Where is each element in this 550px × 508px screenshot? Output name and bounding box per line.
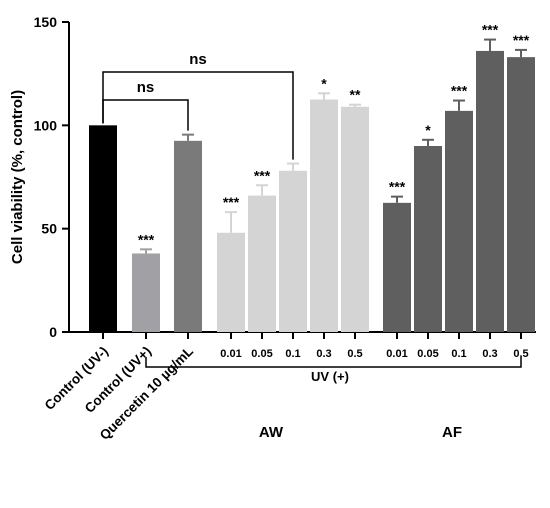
comparison-label: ns <box>189 51 207 68</box>
bars: ************************* <box>89 22 535 339</box>
group-label-af: AF <box>442 424 462 441</box>
uv-bracket <box>145 357 522 368</box>
significance-label: ** <box>350 87 361 103</box>
significance-label: *** <box>482 22 499 38</box>
group-brackets: AW AF UV (+) <box>145 357 522 441</box>
group-label-aw: AW <box>259 424 284 441</box>
y-tick-label: 0 <box>49 324 57 340</box>
y-tick-label: 100 <box>34 117 58 133</box>
comparison-bracket <box>102 71 294 160</box>
concentration-label: 0.1 <box>451 348 466 360</box>
concentration-label: 0.3 <box>482 348 497 360</box>
concentration-label: 0.05 <box>417 348 438 360</box>
y-tick-label: 150 <box>34 14 58 30</box>
significance-label: * <box>321 75 327 91</box>
bar <box>248 195 276 332</box>
significance-label: *** <box>451 83 468 99</box>
bar <box>174 140 202 332</box>
concentration-label: 0.5 <box>513 348 528 360</box>
bar <box>414 146 442 332</box>
comparison-brackets: ns ns <box>102 51 294 160</box>
significance-label: *** <box>223 194 240 210</box>
bar <box>217 232 245 332</box>
y-axis-label: Cell viability (%, control) <box>9 90 26 264</box>
bar <box>310 99 338 332</box>
significance-label: * <box>425 122 431 138</box>
bar <box>132 253 160 332</box>
significance-label: *** <box>254 167 271 183</box>
comparison-label: ns <box>137 79 155 96</box>
uv-label: UV (+) <box>311 369 349 384</box>
bar <box>383 202 411 332</box>
concentration-label: 0.3 <box>316 348 331 360</box>
y-tick-label: 50 <box>41 221 57 237</box>
concentration-label: 0.5 <box>347 348 362 360</box>
bar <box>476 50 504 332</box>
bar <box>507 57 535 333</box>
concentration-label: 0.01 <box>386 348 407 360</box>
bar <box>89 125 117 332</box>
concentration-label: 0.01 <box>220 348 241 360</box>
significance-label: *** <box>513 32 530 48</box>
concentration-label: 0.1 <box>285 348 300 360</box>
significance-label: *** <box>138 231 155 247</box>
significance-label: *** <box>389 179 406 195</box>
y-ticks: 0 50 100 150 <box>34 14 69 340</box>
bar <box>279 170 307 332</box>
bar <box>445 110 473 332</box>
bar <box>341 106 369 332</box>
concentration-label: 0.05 <box>251 348 272 360</box>
